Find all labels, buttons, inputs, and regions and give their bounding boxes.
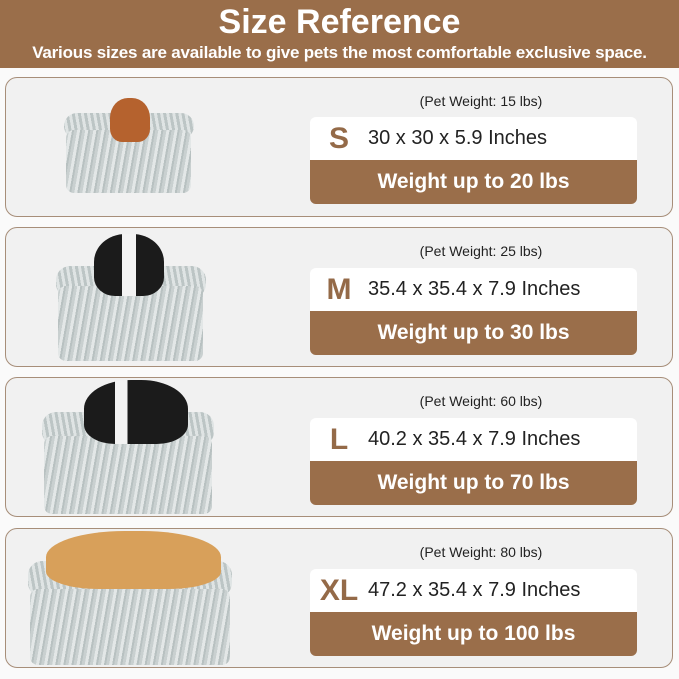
- size-label: XL: [319, 573, 359, 607]
- size-card-xl: (Pet Weight: 80 lbs) XL 47.2 x 35.4 x 7.9…: [5, 528, 673, 668]
- size-label: L: [329, 422, 349, 456]
- pet-weight: (Pet Weight: 60 lbs): [419, 393, 543, 409]
- size-card-s: (Pet Weight: 15 lbs) S 30 x 30 x 5.9 Inch…: [5, 77, 673, 217]
- page-subtitle: Various sizes are available to give pets…: [32, 43, 647, 62]
- size-info-box: XL 47.2 x 35.4 x 7.9 Inches Weight up to …: [310, 569, 637, 656]
- weight-capacity: Weight up to 100 lbs: [310, 612, 637, 656]
- pet-weight: (Pet Weight: 25 lbs): [419, 243, 543, 259]
- dimensions: 40.2 x 35.4 x 7.9 Inches: [368, 428, 581, 450]
- dimensions: 47.2 x 35.4 x 7.9 Inches: [368, 579, 581, 601]
- size-info-box: M 35.4 x 35.4 x 7.9 Inches Weight up to 3…: [310, 268, 637, 355]
- size-label: S: [328, 121, 349, 155]
- weight-capacity: Weight up to 70 lbs: [310, 461, 637, 505]
- size-card-l: (Pet Weight: 60 lbs) L 40.2 x 35.4 x 7.9 …: [5, 377, 673, 517]
- pet-weight: (Pet Weight: 80 lbs): [419, 544, 543, 560]
- size-info-box: L 40.2 x 35.4 x 7.9 Inches Weight up to 7…: [310, 418, 637, 505]
- page-title: Size Reference: [218, 3, 461, 41]
- pet-weight: (Pet Weight: 15 lbs): [419, 93, 543, 109]
- weight-capacity: Weight up to 30 lbs: [310, 311, 637, 355]
- size-info-box: S 30 x 30 x 5.9 Inches Weight up to 20 lb…: [310, 117, 637, 204]
- header-banner: Size Reference Various sizes are availab…: [0, 0, 679, 68]
- weight-capacity: Weight up to 20 lbs: [310, 160, 637, 204]
- dimensions: 35.4 x 35.4 x 7.9 Inches: [368, 278, 581, 300]
- size-label: M: [326, 272, 352, 306]
- size-card-m: (Pet Weight: 25 lbs) M 35.4 x 35.4 x 7.9 …: [5, 227, 673, 367]
- dimensions: 30 x 30 x 5.9 Inches: [368, 127, 548, 149]
